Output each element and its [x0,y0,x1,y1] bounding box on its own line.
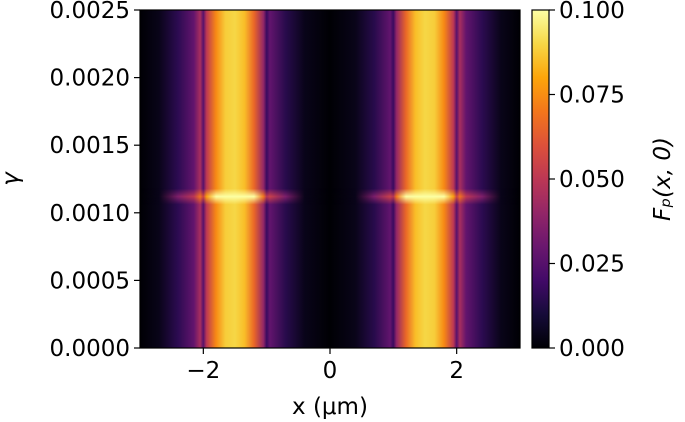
colorbar-label: Fₚ(x, 0) [650,137,676,221]
x-tick-label: 0 [323,358,338,384]
colorbar-tick-label: 0.000 [559,336,625,362]
heatmap-plot-area [140,10,520,348]
colorbar-ticks: 0.000 0.025 0.050 0.075 0.100 [549,0,625,362]
x-tick-label: 2 [449,358,464,384]
y-tick-label: 0.0010 [50,201,130,227]
colorbar-tick-label: 0.025 [559,252,625,278]
y-axis-ticks: 0.0000 0.0005 0.0010 0.0015 0.0020 0.0025 [50,0,140,362]
x-axis-label: x (μm) [292,394,368,420]
y-tick-label: 0.0020 [50,66,130,92]
y-tick-label: 0.0015 [50,133,130,159]
colorbar-tick-label: 0.100 [559,0,625,24]
resonance-line [140,188,520,205]
y-axis-label: γ [0,171,24,186]
x-axis-ticks: −2 0 2 [186,348,464,384]
heatmap-field [140,10,520,348]
colorbar [531,9,550,349]
x-tick-label: −2 [186,358,220,384]
y-tick-label: 0.0000 [50,336,130,362]
y-tick-label: 0.0005 [50,268,130,294]
y-tick-label: 0.0025 [50,0,130,24]
colorbar-tick-label: 0.075 [559,83,625,109]
colorbar-tick-label: 0.050 [559,167,625,193]
